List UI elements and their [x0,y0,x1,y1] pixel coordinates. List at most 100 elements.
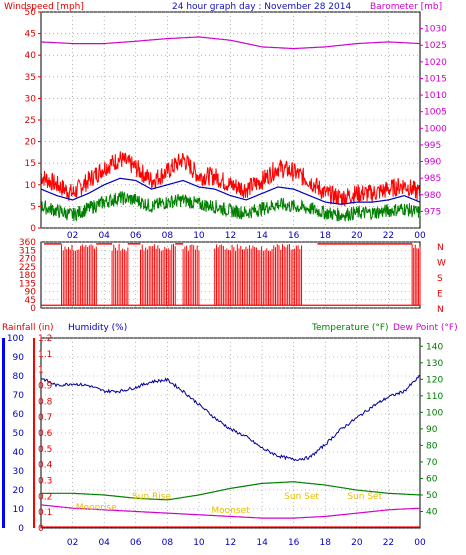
windspeed-tick-label: 25 [25,116,36,126]
hour-tick-label: 16 [288,538,300,548]
windspeed-tick-label: 30 [25,94,37,104]
humidity-tick-label: 0 [18,524,24,534]
windspeed-tick-label: 0 [30,224,36,234]
temperature-tick-label: 100 [426,408,443,418]
rain-tick-label: 0.5 [38,445,52,455]
rain-tick-label: 1.2 [38,334,52,344]
rain-tick-label: 1 [38,366,44,376]
barometer-tick-label: 985 [424,174,441,184]
hour-tick-label: 14 [256,538,268,548]
temperature-tick-label: 60 [426,474,438,484]
barometer-tick-label: 1030 [424,25,447,35]
hour-tick-label: 06 [130,538,142,548]
humidity-tick-label: 10 [13,505,25,515]
windspeed-tick-label: 5 [30,202,36,212]
direction-tick-label: 90 [25,288,37,298]
humidity-tick-label: 80 [13,372,25,382]
humidity-series-line [40,374,421,462]
windspeed-tick-label: 45 [25,30,36,40]
temperature-series-line [41,481,421,501]
windspeed-tick-label: 40 [25,51,37,61]
sun-moon-annotation: Sun Set [284,492,319,502]
temperature-tick-label: 130 [426,359,443,369]
dewpoint-axis-label: Dew Point (°F) [393,323,458,333]
chart-title: 24 hour graph day : November 28 2014 [172,2,351,12]
barometer-tick-label: 975 [424,207,441,217]
compass-label: E [437,290,443,300]
hour-tick-label: 12 [225,538,236,548]
gust-series-line [40,151,421,207]
temperature-tick-label: 140 [426,342,443,352]
compass-label: N [437,305,444,315]
sun-moon-annotation: Sun Rise [132,492,171,502]
humidity-axis-bar [2,338,5,528]
compass-label: W [437,259,446,269]
direction-tick-label: 180 [19,271,36,281]
barometer-axis-label: Barometer [mb] [370,2,442,12]
rain-tick-label: 0.2 [38,492,52,502]
rain-tick-label: 0.1 [38,508,52,518]
compass-label: S [437,274,443,284]
barometer-tick-label: 990 [424,158,441,168]
rain-tick-label: 0.8 [38,397,53,407]
temperature-tick-label: 90 [426,425,438,435]
sun-moon-annotation: Moonset [211,506,250,516]
hour-tick-label: 12 [225,231,236,241]
hour-tick-label: 02 [67,538,78,548]
dewpoint-series-line [40,504,421,519]
hour-tick-label: 20 [351,231,363,241]
barometer-tick-label: 1025 [424,41,447,51]
humidity-tick-label: 40 [13,448,25,458]
hour-tick-label: 16 [288,231,300,241]
barometer-tick-label: 980 [424,191,441,201]
windspeed-tick-label: 10 [25,181,37,191]
direction-tick-label: 225 [19,263,36,273]
hour-tick-label: 14 [256,231,268,241]
sun-moon-annotation: Moonrise [76,503,117,513]
rain-tick-label: 0.7 [38,413,52,423]
hour-tick-label: 20 [351,538,363,548]
direction-tick-label: 45 [25,296,36,306]
hour-tick-label: 10 [193,231,205,241]
hour-tick-label: 18 [320,231,332,241]
windspeed-tick-label: 20 [25,138,37,148]
barometer-tick-label: 1010 [424,91,447,101]
temperature-tick-label: 40 [426,507,438,517]
temperature-tick-label: 110 [426,392,443,402]
hour-tick-label: 00 [414,231,426,241]
barometer-tick-label: 995 [424,141,441,151]
direction-tick-label: 0 [30,304,36,314]
humidity-tick-label: 50 [13,429,25,439]
windspeed-tick-label: 15 [25,159,36,169]
direction-tick-label: 315 [19,246,36,256]
rain-tick-label: 1.1 [38,350,52,360]
hour-tick-label: 08 [162,538,174,548]
rain-tick-label: 0.6 [38,429,53,439]
windspeed-axis-label: Windspeed [mph] [4,2,84,12]
hour-tick-label: 18 [320,538,332,548]
rain-tick-label: 0.4 [38,461,53,471]
temperature-tick-label: 120 [426,375,443,385]
humidity-tick-label: 20 [13,486,25,496]
hour-tick-label: 04 [98,538,110,548]
temperature-tick-label: 50 [426,491,438,501]
humidity-tick-label: 70 [13,391,25,401]
humidity-tick-label: 30 [13,467,25,477]
rain-tick-label: 0.3 [38,477,52,487]
temperature-tick-label: 70 [426,458,438,468]
barometer-tick-label: 1005 [424,108,447,118]
rain-tick-label: 0 [38,524,44,534]
temperature-axis-label: Temperature (°F) [311,323,389,333]
rainfall-axis-label: Rainfall (in) [2,323,54,333]
hour-tick-label: 00 [414,538,426,548]
barometer-tick-label: 1015 [424,74,447,84]
barometer-tick-label: 1000 [424,124,447,134]
hour-tick-label: 08 [162,231,174,241]
hour-tick-label: 22 [383,538,394,548]
rain-axis-bar [33,338,35,528]
barometer-tick-label: 1020 [424,58,447,68]
direction-tick-label: 270 [19,255,36,265]
humidity-axis-label: Humidity (%) [68,323,127,333]
